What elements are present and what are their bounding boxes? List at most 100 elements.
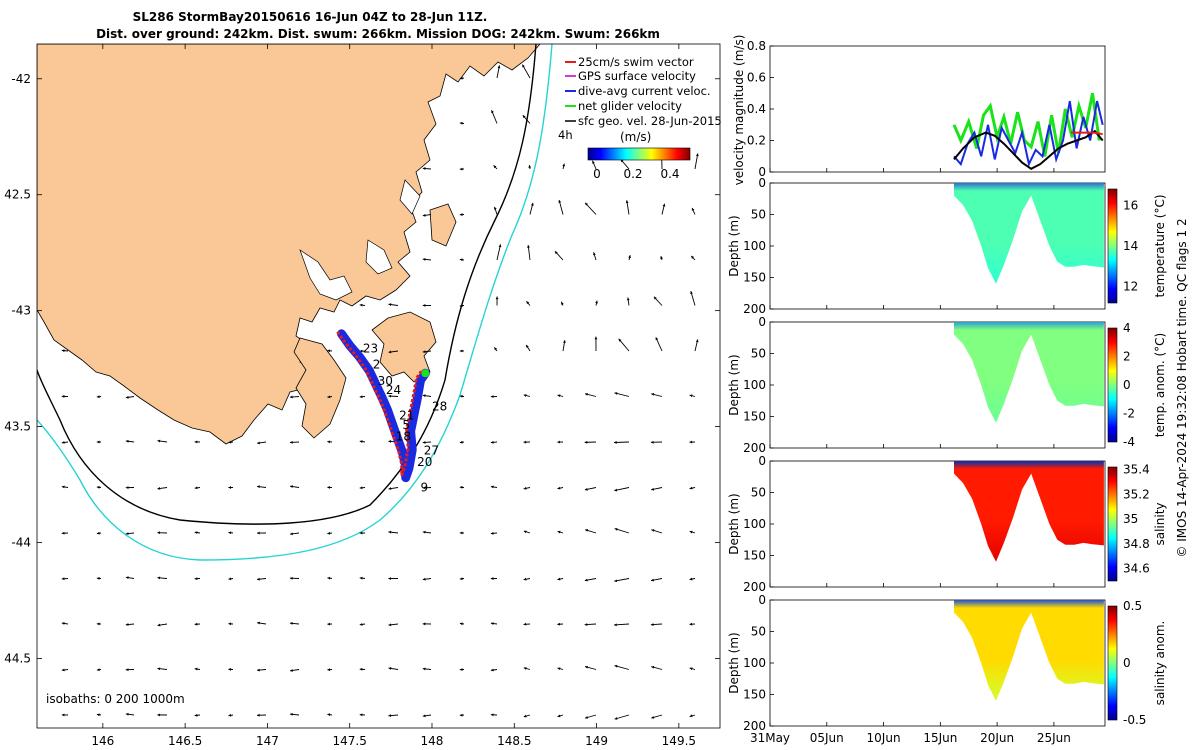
colorbar-tick: 0.5: [1123, 599, 1142, 613]
y-tick-label: 100: [743, 239, 766, 253]
colorbar-tick: -0.5: [1123, 713, 1146, 727]
legend-label: 25cm/s swim vector: [578, 55, 694, 69]
velocity-arrow-head: [557, 577, 561, 581]
velocity-arrow-head: [650, 623, 654, 626]
velocity-arrow-head: [61, 713, 65, 717]
section-fill: [954, 322, 1104, 423]
velocity-arrow-head: [61, 394, 65, 398]
velocity-arrow-head: [689, 486, 693, 490]
velocity-arrow-head: [194, 713, 198, 717]
legend-label: net glider velocity: [578, 99, 682, 113]
velocity-arrow-head: [523, 622, 527, 626]
y-tick-label: 150: [743, 271, 766, 285]
velocity-arrow-head: [523, 530, 527, 534]
velocity-arrow-head: [388, 487, 392, 490]
velocity-arrow-head: [651, 665, 655, 669]
velocity-arrow-head: [157, 576, 161, 580]
velocity-arrow-head: [157, 487, 161, 490]
velocity-arrow-head: [194, 440, 198, 444]
isobath-1000m: [37, 44, 553, 561]
velocity-arrow-head: [194, 577, 198, 581]
x-tick-label: 148.5: [497, 734, 531, 748]
velocity-arrow-head: [557, 667, 561, 671]
velocity-axes-frame: [769, 45, 1106, 173]
velocity-arrow-head: [61, 531, 65, 535]
glider-track: [336, 329, 430, 483]
map-legend: 25cm/s swim vector GPS surface velocity …: [558, 55, 722, 181]
velocity-arrow: [584, 202, 597, 215]
velocity-arrow: [618, 338, 630, 352]
velocity-series-line: [953, 100, 1104, 168]
velocity-arrow-head: [522, 115, 526, 119]
colorbar-tick: 34.8: [1123, 537, 1150, 551]
velocity-arrow-head: [662, 203, 666, 207]
velocity-arrow-head: [459, 394, 463, 398]
velocity-arrow-head: [557, 486, 561, 490]
y-tick-label: 50: [751, 625, 766, 639]
velocity-arrow-head: [61, 668, 65, 672]
time-tick-label: 15Jun: [923, 731, 957, 745]
velocity-arrow-head: [490, 485, 494, 489]
velocity-arrow-head: [327, 622, 331, 626]
velocity-arrow-head: [459, 121, 463, 125]
velocity-arrow-head: [490, 440, 494, 444]
velocity-arrow-head: [422, 394, 426, 398]
colorbar-tick: 16: [1123, 198, 1138, 212]
velocity-arrow-head: [523, 714, 527, 718]
colorbar-tick: 14: [1123, 239, 1138, 253]
velocity-arrow-head: [359, 531, 363, 535]
velocity-arrow-head: [523, 577, 527, 581]
salinity-section: 0 50 100 150 200 Depth (m) 34.6 34.8 35 35.2 35.4 s…: [727, 454, 1167, 594]
time-tick-label: 05Jun: [810, 731, 844, 745]
velocity-arrow-head: [491, 110, 494, 114]
velocity-arrow-head: [359, 395, 363, 399]
velocity-arrow-head: [459, 622, 463, 626]
velocity-arrow-head: [459, 213, 463, 217]
velocity-arrow-head: [614, 527, 618, 531]
velocity-arrow-head: [691, 255, 695, 259]
y-tick-label: 50: [751, 208, 766, 222]
velocity-arrow-head: [96, 440, 100, 444]
velocity-arrow-head: [359, 440, 363, 444]
salinity-anom-section: 0 50 100 150 200 Depth (m) -0.5 0 0.5 salinity an…: [727, 593, 1167, 733]
velocity-arrow-head: [157, 713, 161, 717]
velocity-arrow-head: [584, 623, 588, 626]
map-colorbar: [587, 147, 691, 161]
inlet: [299, 249, 353, 301]
velocity-arrow-head: [651, 487, 654, 491]
velocity-arrow-head: [359, 303, 363, 307]
velocity-arrow-head: [651, 529, 655, 532]
velocity-arrow-head: [594, 336, 598, 340]
track-end-marker: [421, 369, 430, 378]
y-tick-label: 0: [758, 165, 766, 179]
velocity-arrow-head: [96, 576, 100, 580]
velocity-arrow-head: [422, 714, 426, 718]
velocity-arrow-head: [689, 530, 693, 534]
velocity-arrow-head: [689, 577, 693, 581]
legend-label: dive-avg current veloc.: [578, 84, 711, 98]
velocity-arrow-head: [494, 347, 498, 351]
velocity-arrow-head: [490, 622, 494, 625]
velocity-arrow-head: [422, 213, 426, 217]
x-tick-label: 146.5: [168, 734, 202, 748]
y-tick-label: 0.8: [747, 39, 766, 53]
velocity-arrow-head: [388, 667, 392, 670]
section-colorbar: [1107, 327, 1118, 443]
velocity-arrow-head: [422, 350, 426, 354]
day-label: 24: [386, 383, 401, 397]
y-tick-label: 200: [743, 719, 766, 733]
velocity-arrow-head: [614, 392, 618, 395]
velocity-arrow-head: [422, 486, 426, 490]
y-tick-label: 0.6: [747, 71, 766, 85]
velocity-magnitude-panel: 0 0.2 0.4 0.6 0.8 velocity magnitude (m/s): [732, 35, 1106, 185]
velocity-arrow-head: [459, 258, 463, 262]
velocity-arrow-head: [523, 486, 527, 490]
velocity-arrow-head: [96, 713, 100, 717]
velocity-arrow-head: [125, 712, 129, 716]
day-label: 9: [420, 480, 428, 494]
velocity-arrow-head: [691, 207, 695, 211]
velocity-arrow-head: [228, 713, 232, 717]
land-tasmania: [37, 44, 541, 445]
velocity-arrow-head: [614, 623, 617, 627]
velocity-arrow-head: [257, 485, 260, 489]
